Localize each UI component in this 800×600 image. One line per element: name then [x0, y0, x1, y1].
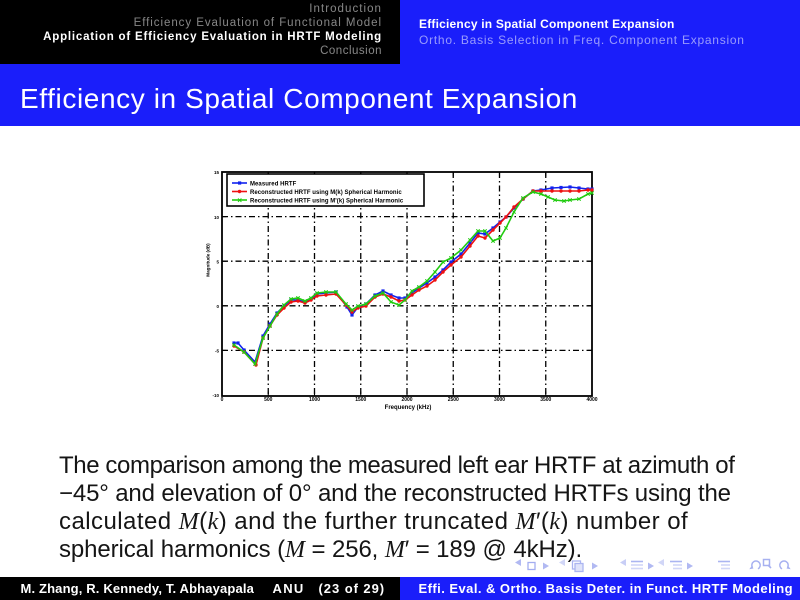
svg-text:500: 500: [264, 397, 273, 403]
svg-text:1500: 1500: [355, 397, 366, 403]
svg-text:Measured HRTF: Measured HRTF: [250, 182, 297, 188]
svg-text:1000: 1000: [309, 397, 320, 403]
svg-text:-10: -10: [212, 393, 219, 398]
svg-text:Reconstructed HRTF using M'(k): Reconstructed HRTF using M'(k) Spherical…: [250, 199, 404, 205]
svg-text:4000: 4000: [586, 397, 597, 403]
svg-text:-5: -5: [215, 349, 219, 354]
svg-text:3000: 3000: [494, 397, 505, 403]
svg-text:Reconstructed HRTF using M(k): Reconstructed HRTF using M(k) Spherical …: [250, 190, 402, 196]
svg-text:2000: 2000: [401, 397, 412, 403]
svg-text:5: 5: [216, 260, 219, 265]
svg-text:15: 15: [214, 170, 220, 175]
svg-text:Frequency (kHz): Frequency (kHz): [385, 405, 432, 411]
svg-text:Magnitude (dB): Magnitude (dB): [206, 243, 211, 277]
svg-text:0: 0: [216, 304, 219, 309]
svg-text:3500: 3500: [540, 397, 551, 403]
svg-text:2500: 2500: [448, 397, 459, 403]
svg-text:0: 0: [221, 397, 224, 403]
svg-text:10: 10: [214, 215, 220, 220]
